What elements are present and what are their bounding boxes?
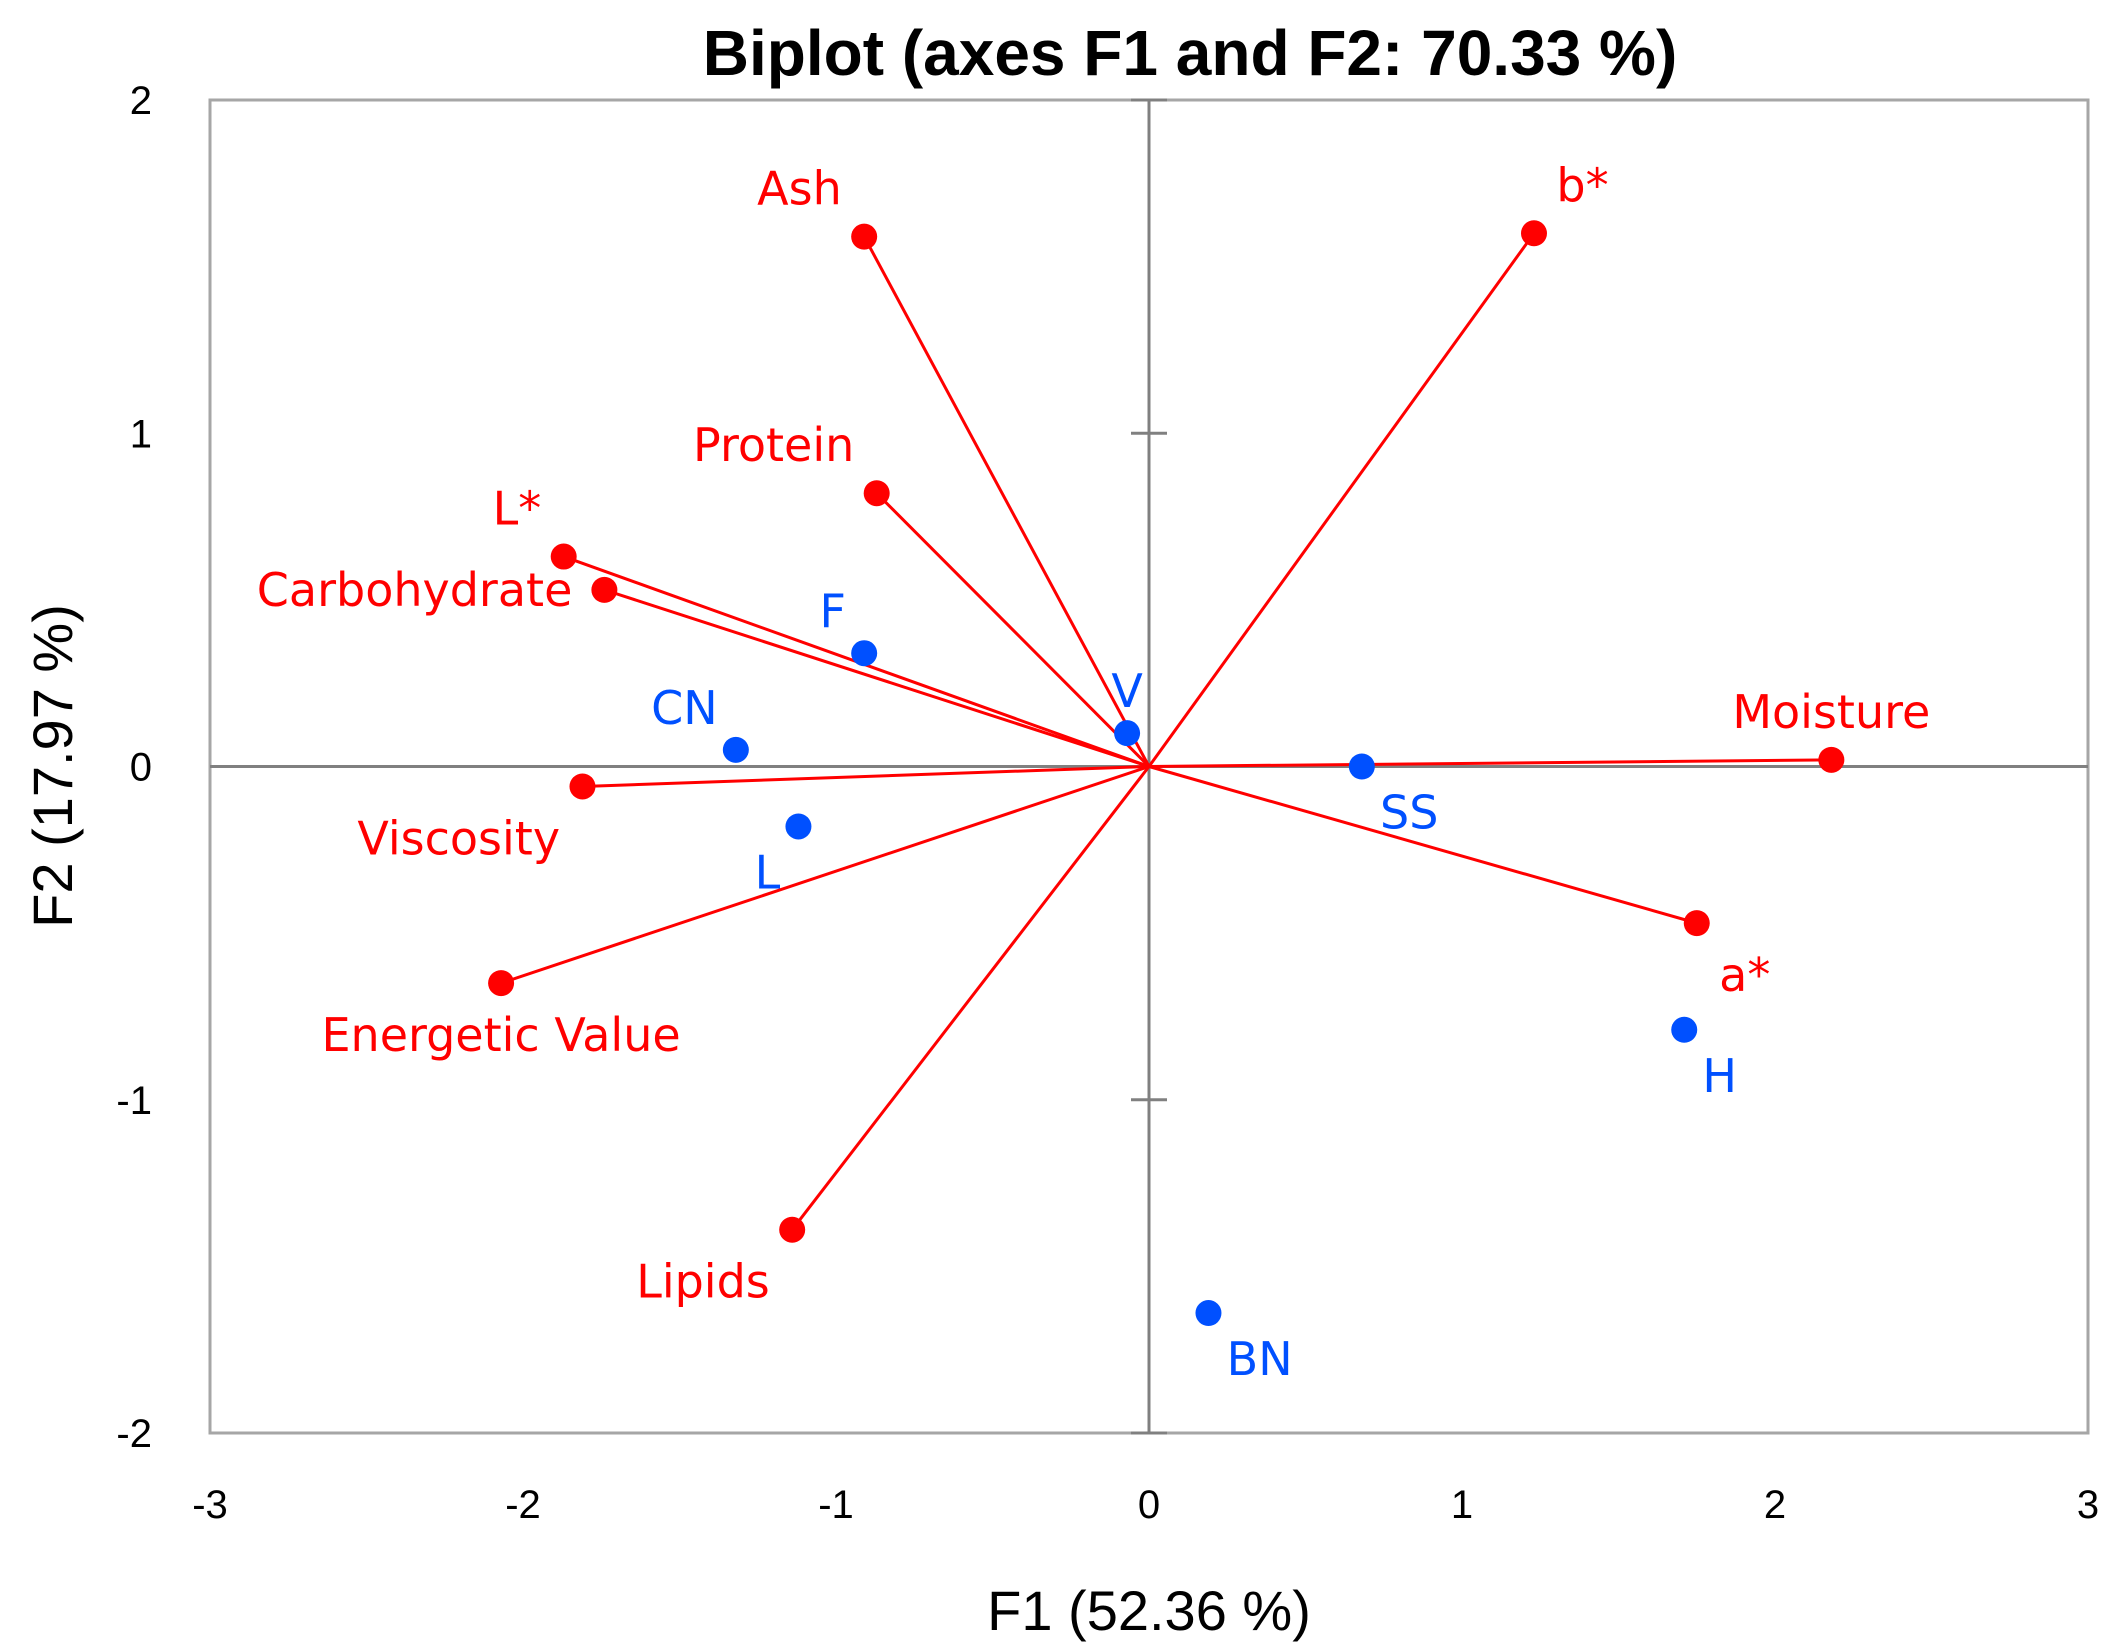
observation-point <box>785 813 812 840</box>
y-tick-label: 1 <box>130 412 152 456</box>
observation-point <box>851 640 878 667</box>
variable-vector <box>500 765 1150 985</box>
x-tick-label: 1 <box>1451 1483 1473 1527</box>
observation-point <box>1671 1016 1698 1043</box>
variable-vector <box>875 492 1151 768</box>
variable-label: L* <box>493 482 542 536</box>
observation-label: F <box>820 584 846 638</box>
y-tick-label: -2 <box>116 1412 152 1456</box>
variable-point <box>569 773 596 800</box>
variable-point <box>863 480 890 507</box>
variable-label: Moisture <box>1732 685 1930 739</box>
observation-point <box>1114 720 1141 747</box>
y-axis-title: F2 (17.97 %) <box>21 604 84 928</box>
variable-point <box>1818 746 1845 773</box>
observation-label: V <box>1111 664 1143 718</box>
x-tick-label: -1 <box>818 1483 854 1527</box>
variable-label: Protein <box>693 418 854 472</box>
observation-label: CN <box>651 681 718 735</box>
y-tick-label: 0 <box>130 746 152 790</box>
variable-label: Viscosity <box>357 811 560 865</box>
variable-vector <box>603 588 1150 768</box>
variable-vector <box>1148 765 1698 925</box>
variable-vector <box>862 235 1151 768</box>
observation-label: SS <box>1380 786 1438 840</box>
variable-point <box>488 970 515 997</box>
x-tick-label: 3 <box>2077 1483 2099 1527</box>
y-tick-label: 2 <box>130 79 152 123</box>
x-axis-title: F1 (52.36 %) <box>987 1579 1311 1642</box>
x-tick-label: -3 <box>192 1483 228 1527</box>
y-tick-labels: 2 1 0 -1 -2 <box>116 79 152 1456</box>
variable-vector <box>790 765 1151 1231</box>
variable-label: Ash <box>757 162 842 216</box>
observation-label: H <box>1702 1049 1737 1103</box>
variable-label: Energetic Value <box>321 1008 680 1062</box>
observation-point <box>722 736 749 763</box>
variable-point <box>1520 220 1547 247</box>
variable-vector <box>1148 758 1832 768</box>
observation-points: F CN V SS L H BN <box>651 584 1737 1386</box>
variable-point <box>779 1216 806 1243</box>
x-tick-label: 2 <box>1764 1483 1786 1527</box>
observation-point <box>1348 753 1375 780</box>
y-tick-label: -1 <box>116 1079 152 1123</box>
variable-vector <box>582 765 1150 788</box>
variable-label: Lipids <box>636 1255 770 1309</box>
variable-label: a* <box>1719 948 1770 1002</box>
observation-point <box>1195 1300 1222 1327</box>
variable-vectors: Ash b* Protein L* Carbohydrate Moisture Viscos… <box>257 158 1931 1308</box>
variable-point <box>591 576 618 603</box>
variable-label: b* <box>1556 158 1608 212</box>
chart-title: Biplot (axes F1 and F2: 70.33 %) <box>703 17 1678 89</box>
observation-label: BN <box>1227 1332 1293 1386</box>
variable-point <box>1683 910 1710 937</box>
observation-label: L <box>755 845 781 899</box>
x-tick-labels: -3 -2 -1 0 1 2 3 <box>192 1483 2099 1527</box>
variable-point <box>851 223 878 250</box>
variable-vector <box>1147 232 1536 768</box>
x-tick-label: -2 <box>505 1483 541 1527</box>
variable-label: Carbohydrate <box>257 563 573 617</box>
x-tick-label: 0 <box>1138 1483 1160 1527</box>
variable-point <box>550 543 577 570</box>
